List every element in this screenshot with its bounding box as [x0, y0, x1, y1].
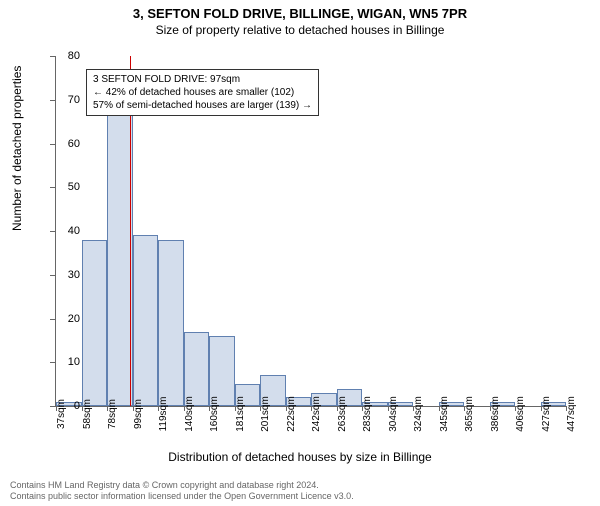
y-tick-label: 0 [74, 400, 80, 412]
x-tick-label: 160sqm [209, 396, 220, 432]
attribution-footer: Contains HM Land Registry data © Crown c… [10, 480, 354, 502]
histogram-bar [158, 240, 184, 406]
y-tick [50, 319, 55, 320]
info-box: 3 SEFTON FOLD DRIVE: 97sqm← 42% of detac… [86, 69, 319, 116]
y-tick [50, 56, 55, 57]
plot-area: 37sqm58sqm78sqm99sqm119sqm140sqm160sqm18… [55, 56, 566, 407]
x-tick-label: 119sqm [158, 397, 169, 432]
histogram-bar [107, 113, 133, 406]
y-tick-label: 50 [68, 181, 80, 193]
x-tick-label: 304sqm [388, 396, 399, 432]
x-tick-label: 386sqm [490, 396, 501, 432]
chart-title-sub: Size of property relative to detached ho… [0, 23, 600, 37]
x-tick-label: 181sqm [235, 396, 246, 432]
histogram-bar [184, 332, 210, 406]
histogram-bar [82, 240, 108, 406]
x-tick-label: 365sqm [464, 396, 475, 432]
x-tick-label: 242sqm [311, 396, 322, 432]
y-tick [50, 406, 55, 407]
x-tick-label: 406sqm [515, 396, 526, 432]
x-tick-label: 78sqm [107, 399, 118, 429]
x-tick-label: 345sqm [439, 396, 450, 432]
y-tick-label: 10 [68, 356, 80, 368]
y-tick [50, 231, 55, 232]
x-tick-label: 283sqm [362, 396, 373, 432]
y-tick-label: 60 [68, 138, 80, 150]
x-tick-label: 222sqm [286, 396, 297, 432]
x-axis-label: Distribution of detached houses by size … [0, 450, 600, 464]
y-tick-label: 20 [68, 313, 80, 325]
x-tick-label: 201sqm [260, 396, 271, 432]
info-box-line: 57% of semi-detached houses are larger (… [93, 99, 312, 112]
footer-line-1: Contains HM Land Registry data © Crown c… [10, 480, 354, 491]
info-box-line: 3 SEFTON FOLD DRIVE: 97sqm [93, 73, 312, 86]
x-tick-label: 263sqm [337, 396, 348, 432]
histogram-bar [133, 235, 159, 406]
footer-line-2: Contains public sector information licen… [10, 491, 354, 502]
chart-container: 3, SEFTON FOLD DRIVE, BILLINGE, WIGAN, W… [0, 6, 600, 506]
y-axis-label: Number of detached properties [10, 66, 24, 231]
x-tick-label: 447sqm [566, 396, 577, 432]
x-tick-label: 37sqm [56, 399, 67, 429]
y-tick [50, 275, 55, 276]
y-tick-label: 40 [68, 225, 80, 237]
x-tick-label: 99sqm [133, 399, 144, 429]
x-tick-label: 324sqm [413, 396, 424, 432]
chart-title-main: 3, SEFTON FOLD DRIVE, BILLINGE, WIGAN, W… [0, 6, 600, 21]
y-tick-label: 30 [68, 269, 80, 281]
x-tick-label: 58sqm [82, 399, 93, 429]
x-tick-label: 140sqm [184, 396, 195, 432]
info-box-line: ← 42% of detached houses are smaller (10… [93, 86, 312, 99]
y-tick-label: 70 [68, 94, 80, 106]
y-tick [50, 362, 55, 363]
x-tick-label: 427sqm [541, 396, 552, 432]
y-tick [50, 100, 55, 101]
y-tick [50, 144, 55, 145]
y-tick [50, 187, 55, 188]
y-tick-label: 80 [68, 50, 80, 62]
